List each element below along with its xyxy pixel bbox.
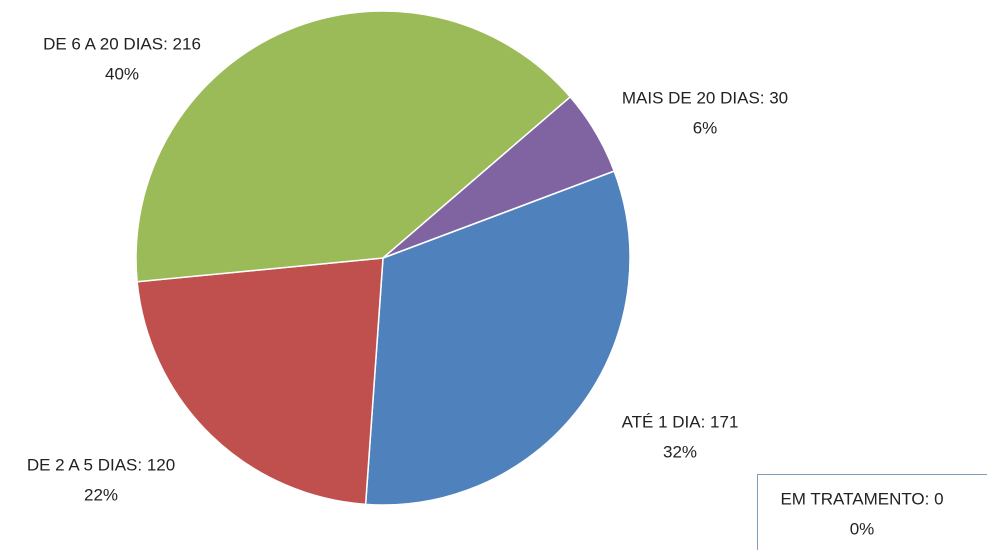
- percent-label: 22%: [84, 485, 118, 504]
- slice-label: DE 6 A 20 DIAS: 216: [43, 34, 201, 53]
- pie-slice: [136, 257, 384, 506]
- slice-label: ATÉ 1 DIA: 171: [622, 412, 739, 431]
- pie-slice: [382, 95, 616, 259]
- slice-label: MAIS DE 20 DIAS: 30: [622, 88, 788, 107]
- pie-slice: [364, 170, 631, 506]
- percent-label: 0%: [850, 519, 875, 538]
- percent-label: 6%: [693, 118, 718, 137]
- label-box: [757, 474, 987, 550]
- pie-slice: [135, 10, 572, 283]
- slice-label: EM TRATAMENTO: 0: [780, 489, 943, 508]
- slice-label: DE 2 A 5 DIAS: 120: [27, 455, 175, 474]
- percent-label: 32%: [663, 442, 697, 461]
- percent-label: 40%: [105, 64, 139, 83]
